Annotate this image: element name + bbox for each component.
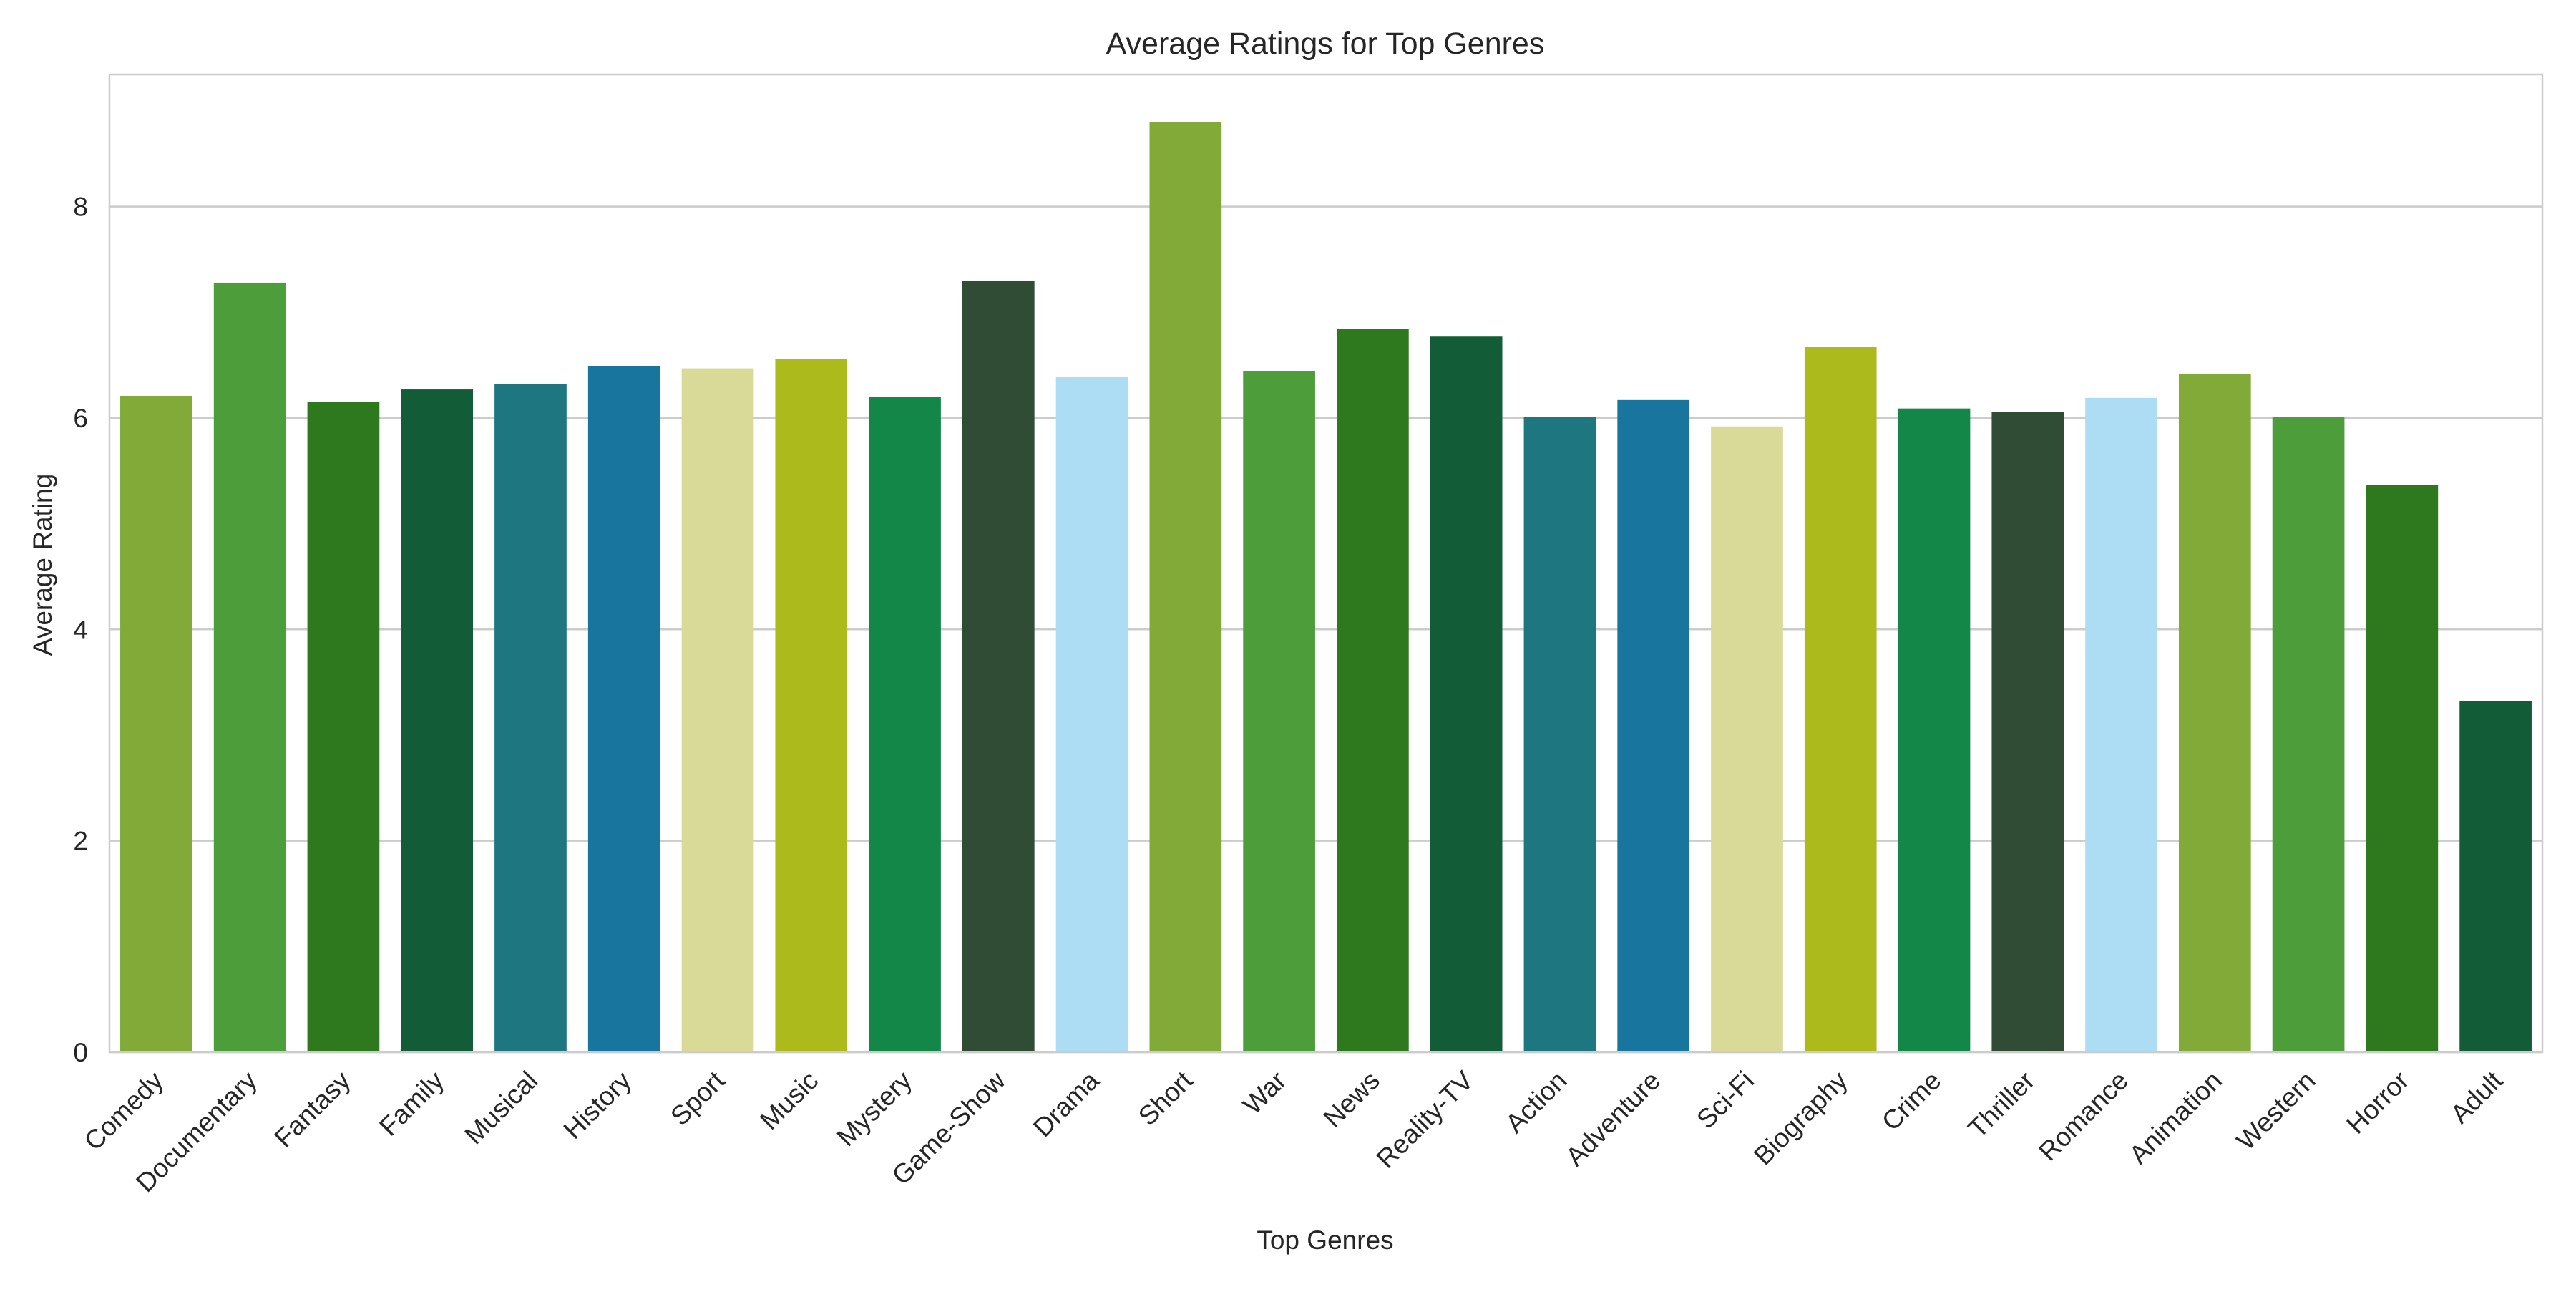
- bar-western: [2272, 417, 2345, 1052]
- bar-comedy: [120, 395, 192, 1052]
- y-tick-label: 0: [73, 1038, 88, 1067]
- y-axis-label: Average Rating: [28, 474, 57, 656]
- bar-adult: [2459, 701, 2532, 1052]
- bar-musical: [494, 384, 567, 1052]
- bar-family: [401, 389, 474, 1052]
- bar-fantasy: [307, 402, 380, 1052]
- bars: [120, 122, 2532, 1053]
- bar-thriller: [1991, 412, 2064, 1052]
- bar-drama: [1055, 377, 1128, 1052]
- bar-history: [587, 366, 660, 1053]
- bar-sport: [681, 368, 754, 1052]
- x-axis-label: Top Genres: [1257, 1225, 1393, 1255]
- y-tick-label: 4: [73, 615, 88, 644]
- bar-game-show: [962, 280, 1035, 1053]
- bar-war: [1243, 371, 1315, 1052]
- bar-short: [1149, 122, 1222, 1052]
- bar-animation: [2178, 373, 2251, 1052]
- y-tick-label: 6: [73, 404, 88, 433]
- y-tick-label: 2: [73, 827, 88, 856]
- bar-sci-fi: [1711, 426, 1783, 1052]
- bar-horror: [2366, 484, 2439, 1052]
- bar-romance: [2085, 397, 2157, 1052]
- plot-frame: [108, 73, 2544, 1054]
- y-tick-labels: 0 2 4 6 8: [73, 193, 88, 1067]
- bar-news: [1337, 329, 1409, 1052]
- bar-action: [1523, 417, 1596, 1052]
- bar-adventure: [1617, 399, 1690, 1052]
- bar-music: [775, 359, 848, 1052]
- bar-mystery: [869, 397, 941, 1052]
- bar-reality-tv: [1430, 336, 1503, 1052]
- bar-biography: [1804, 347, 1877, 1052]
- y-tick-label: 8: [73, 193, 88, 222]
- bar-crime: [1898, 408, 1971, 1052]
- bar-documentary: [213, 282, 286, 1052]
- chart-title: Average Ratings for Top Genres: [1106, 26, 1545, 61]
